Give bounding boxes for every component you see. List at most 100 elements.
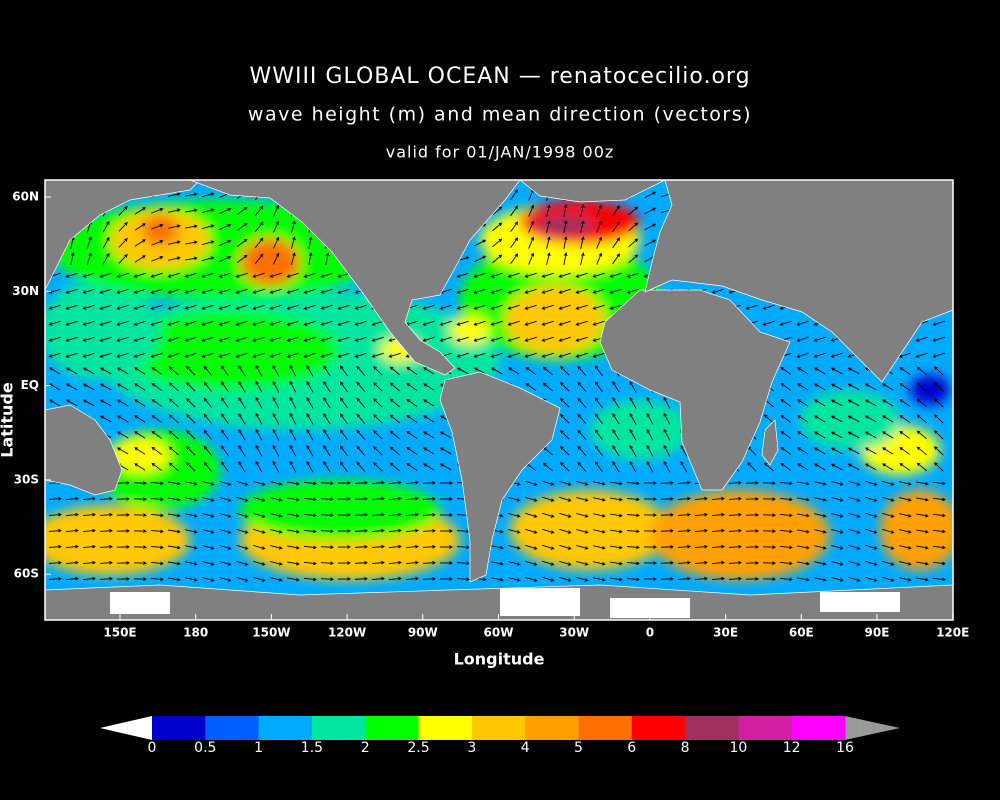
vector bbox=[252, 272, 265, 278]
vector bbox=[525, 544, 538, 550]
vector bbox=[168, 256, 181, 261]
vector bbox=[663, 460, 671, 473]
vector bbox=[354, 336, 367, 342]
vector bbox=[82, 496, 96, 501]
vector bbox=[82, 528, 96, 533]
vector bbox=[813, 399, 826, 407]
vector bbox=[899, 447, 911, 455]
vector bbox=[406, 430, 418, 439]
vector bbox=[596, 220, 603, 233]
vector bbox=[663, 412, 671, 425]
vector bbox=[864, 447, 877, 455]
vector bbox=[65, 288, 78, 294]
vector bbox=[932, 561, 946, 566]
vector bbox=[830, 352, 843, 358]
vector bbox=[797, 529, 810, 534]
vector bbox=[303, 336, 316, 342]
vector bbox=[694, 560, 708, 565]
vector bbox=[102, 236, 110, 249]
color-box bbox=[152, 716, 206, 740]
vector bbox=[150, 513, 164, 518]
vector bbox=[797, 545, 810, 550]
vector bbox=[492, 206, 503, 216]
vector bbox=[134, 207, 146, 215]
vector bbox=[65, 528, 79, 533]
vector bbox=[99, 544, 113, 549]
vector bbox=[303, 577, 317, 582]
vector bbox=[99, 496, 113, 501]
vector bbox=[133, 545, 147, 549]
vector bbox=[151, 224, 164, 230]
vector bbox=[201, 304, 214, 310]
legend-label: 2.5 bbox=[407, 740, 429, 756]
vector bbox=[65, 496, 79, 501]
vector bbox=[728, 528, 742, 533]
vector bbox=[763, 462, 774, 472]
vector bbox=[456, 336, 469, 342]
vector bbox=[323, 413, 331, 425]
vector bbox=[254, 221, 264, 232]
vector bbox=[150, 352, 163, 358]
vector bbox=[916, 462, 927, 472]
vector bbox=[563, 220, 568, 233]
vector bbox=[339, 461, 348, 473]
vector bbox=[287, 529, 300, 534]
vector bbox=[150, 320, 163, 326]
vector bbox=[337, 336, 350, 342]
vector bbox=[356, 365, 366, 376]
vector bbox=[253, 480, 266, 486]
vector bbox=[150, 336, 163, 342]
vector bbox=[373, 462, 383, 472]
vector bbox=[779, 577, 793, 582]
vector bbox=[354, 480, 368, 485]
vector bbox=[202, 240, 215, 245]
vector bbox=[151, 366, 163, 375]
vector bbox=[273, 220, 280, 233]
vector bbox=[134, 463, 146, 471]
vector bbox=[916, 382, 927, 392]
vector bbox=[847, 415, 860, 423]
vector bbox=[596, 252, 603, 265]
vector bbox=[270, 529, 283, 534]
vector bbox=[507, 320, 520, 326]
x-tick-label: 120W bbox=[328, 626, 366, 640]
legend-label: 2 bbox=[361, 740, 370, 756]
over-range bbox=[845, 716, 900, 740]
vector bbox=[899, 561, 912, 566]
vector bbox=[116, 367, 129, 375]
vector bbox=[203, 397, 213, 408]
vector bbox=[831, 576, 844, 582]
vector bbox=[916, 497, 929, 502]
vector bbox=[306, 460, 314, 473]
vector bbox=[254, 237, 264, 248]
vector bbox=[354, 320, 367, 326]
vector bbox=[592, 320, 605, 326]
vector bbox=[558, 304, 571, 310]
vector bbox=[150, 561, 164, 566]
vector bbox=[272, 412, 280, 425]
vector bbox=[473, 304, 486, 310]
vector bbox=[252, 304, 265, 310]
vector bbox=[102, 252, 110, 265]
vector bbox=[339, 445, 348, 457]
vector bbox=[48, 560, 62, 565]
vector bbox=[339, 429, 348, 441]
vector bbox=[134, 367, 146, 375]
vector bbox=[134, 255, 146, 263]
vector bbox=[660, 497, 674, 501]
vector bbox=[797, 399, 809, 407]
vector bbox=[82, 336, 95, 342]
vector bbox=[677, 544, 691, 549]
vector bbox=[899, 577, 912, 582]
vector bbox=[389, 366, 400, 376]
vector bbox=[389, 382, 400, 392]
vector bbox=[253, 512, 266, 518]
vector bbox=[221, 413, 229, 425]
vector bbox=[186, 462, 196, 472]
x-tick-label: 150W bbox=[252, 626, 290, 640]
vector bbox=[252, 288, 265, 294]
vector bbox=[337, 304, 350, 310]
vector bbox=[185, 545, 198, 550]
vector bbox=[168, 430, 179, 440]
y-tick-label: EQ bbox=[21, 378, 39, 392]
